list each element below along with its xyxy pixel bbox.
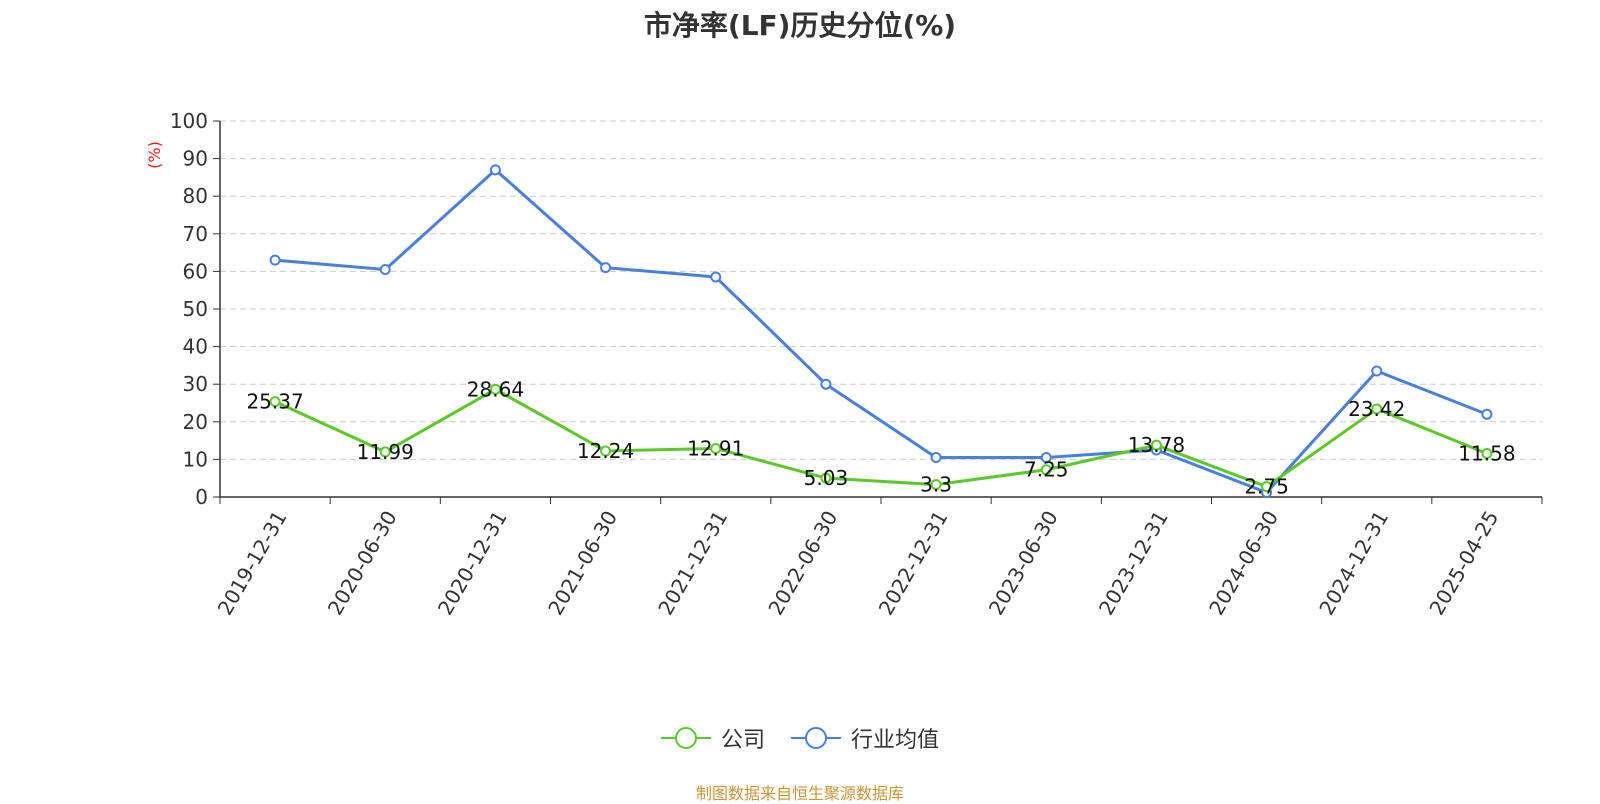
y-tick-label: 30 bbox=[183, 372, 208, 396]
data-label: 5.03 bbox=[804, 466, 849, 490]
data-label: 3.3 bbox=[920, 473, 952, 497]
legend-line-circle-icon bbox=[660, 727, 711, 749]
source-note: 制图数据来自恒生聚源数据库 bbox=[695, 784, 904, 803]
data-label: 11.99 bbox=[357, 440, 414, 464]
data-point-industry bbox=[489, 164, 501, 176]
data-label: 13.78 bbox=[1128, 433, 1185, 457]
data-point-company bbox=[930, 479, 942, 491]
x-tick-label: 2023-12-31 bbox=[1094, 507, 1173, 620]
y-axis-unit-label: (%) bbox=[145, 141, 164, 169]
line-chart: 0 10 20 30 40 50 60 70 80 90 100 2019-12-31 2020-06-… bbox=[145, 109, 1543, 620]
data-point-company bbox=[1040, 464, 1052, 476]
data-point-industry bbox=[820, 378, 832, 390]
data-point-industry bbox=[269, 254, 281, 266]
x-tick-label: 2020-06-30 bbox=[323, 507, 402, 620]
y-tick-label: 80 bbox=[183, 184, 208, 208]
legend-item-company[interactable]: 公司 bbox=[660, 722, 765, 754]
y-tick-label: 50 bbox=[183, 297, 208, 321]
x-tick-label: 2021-06-30 bbox=[543, 507, 622, 620]
y-tick-label: 70 bbox=[183, 222, 208, 246]
axes: 0 10 20 30 40 50 60 70 80 90 100 2019-12-31 2020-06-… bbox=[170, 109, 1543, 620]
x-tick-label: 2019-12-31 bbox=[213, 507, 292, 620]
data-point-company bbox=[1371, 403, 1383, 415]
data-point-industry bbox=[379, 264, 391, 276]
data-point-company bbox=[1261, 481, 1273, 493]
data-label: 11.58 bbox=[1458, 441, 1515, 465]
y-tick-label: 90 bbox=[183, 147, 208, 171]
data-point-company bbox=[1150, 439, 1162, 451]
x-tick-label: 2022-12-31 bbox=[874, 506, 953, 619]
legend-item-industry[interactable]: 行业均值 bbox=[791, 722, 939, 754]
legend: 公司 行业均值 bbox=[0, 722, 1600, 754]
data-point-company bbox=[269, 396, 281, 408]
data-point-industry bbox=[930, 452, 942, 464]
data-point-company bbox=[600, 445, 612, 457]
data-point-company bbox=[1481, 447, 1493, 459]
data-point-industry bbox=[1371, 365, 1383, 377]
y-tick-label: 0 bbox=[195, 485, 208, 509]
data-point-industry bbox=[1040, 452, 1052, 464]
x-tick-label: 2025-04-25 bbox=[1424, 507, 1503, 620]
x-tick-label: 2024-06-30 bbox=[1204, 507, 1283, 620]
data-label: 12.91 bbox=[687, 436, 744, 460]
data-label: 7.25 bbox=[1024, 458, 1069, 482]
y-tick-label: 20 bbox=[183, 410, 208, 434]
x-tick-label: 2021-12-31 bbox=[653, 507, 732, 620]
chart-title: 市净率(LF)历史分位(%) bbox=[643, 9, 957, 42]
data-label: 28.64 bbox=[467, 377, 524, 401]
x-tick-label: 2024-12-31 bbox=[1314, 507, 1393, 620]
x-tick-label: 2023-06-30 bbox=[984, 507, 1063, 620]
data-point-company bbox=[710, 442, 722, 454]
data-point-company bbox=[379, 446, 391, 458]
data-label: 25.37 bbox=[246, 390, 303, 414]
legend-line-circle-icon bbox=[791, 727, 841, 749]
data-point-industry bbox=[600, 262, 612, 274]
y-tick-label: 60 bbox=[183, 259, 208, 283]
data-label: 2.75 bbox=[1244, 475, 1289, 499]
data-label: 23.42 bbox=[1348, 397, 1405, 421]
data-point-company bbox=[489, 383, 501, 395]
y-tick-label: 40 bbox=[183, 335, 208, 359]
series-line-company bbox=[274, 387, 1488, 489]
legend-label: 公司 bbox=[720, 728, 765, 753]
series-lines bbox=[269, 164, 1493, 498]
y-tick-label: 10 bbox=[183, 447, 208, 471]
x-tick-label: 2020-12-31 bbox=[433, 506, 512, 619]
x-tick-label: 2022-06-30 bbox=[763, 507, 842, 620]
data-point-industry bbox=[1481, 408, 1493, 420]
data-point-industry bbox=[710, 271, 722, 283]
y-tick-label: 100 bbox=[170, 109, 208, 133]
series-line-industry bbox=[274, 168, 1488, 494]
data-point-company bbox=[820, 472, 832, 484]
legend-label: 行业均值 bbox=[851, 728, 940, 753]
data-labels: 25.37 11.99 28.64 12.24 12.91 5.03 3.3 7.25 13.7… bbox=[246, 377, 1515, 498]
data-label: 12.24 bbox=[577, 439, 634, 463]
